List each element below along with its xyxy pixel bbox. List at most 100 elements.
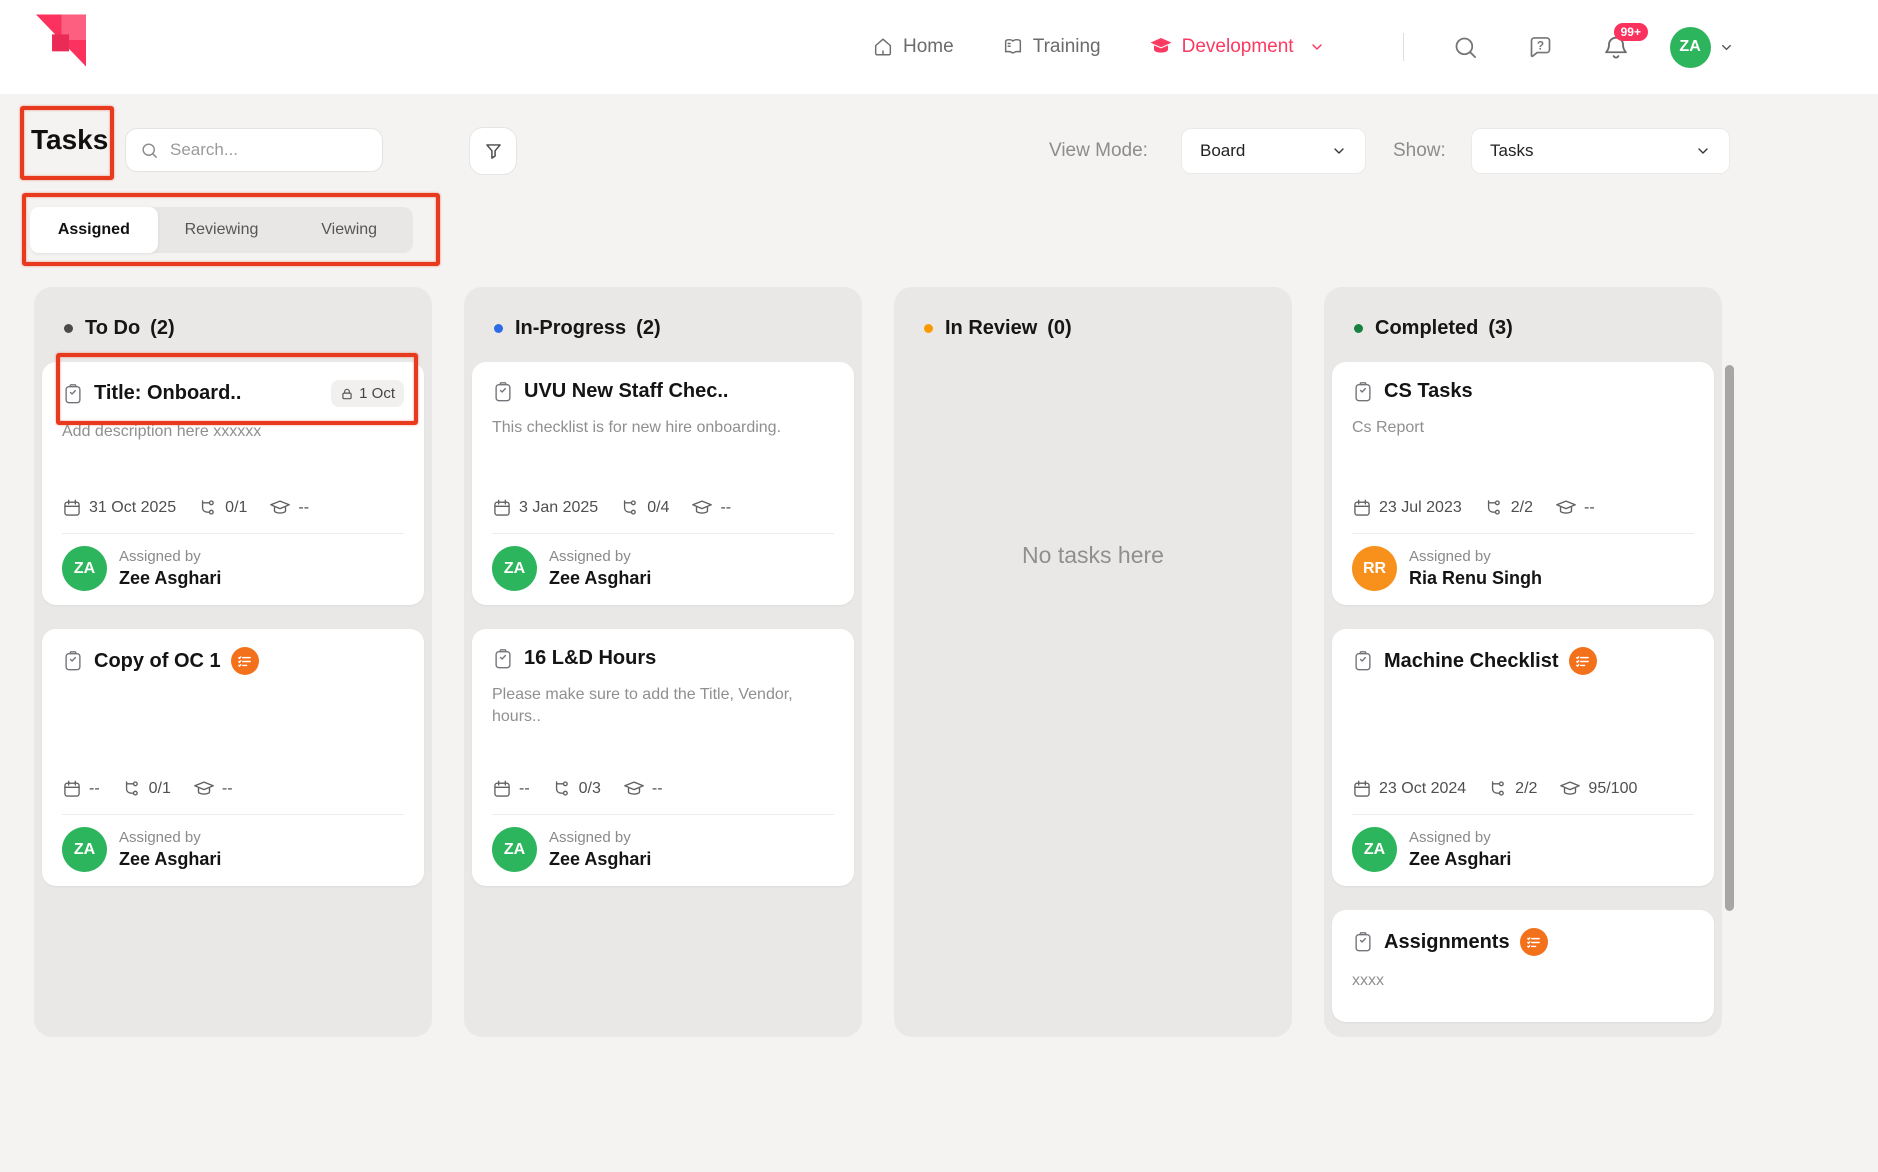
column-count: (2) [150, 317, 175, 339]
view-mode-value: Board [1200, 141, 1246, 160]
subtasks-icon [198, 498, 218, 518]
graduation-cap-icon [1555, 497, 1577, 519]
subtasks-count: 0/1 [225, 499, 248, 516]
subtasks-count: 0/3 [578, 780, 601, 797]
assignee-avatar: ZA [1352, 827, 1397, 872]
subtasks-count: 0/1 [148, 780, 171, 797]
calendar-icon [1352, 498, 1372, 518]
chevron-down-icon [1309, 39, 1325, 55]
assigned-by-label: Assigned by [549, 829, 631, 846]
app-logo[interactable] [36, 13, 86, 68]
status-dot [494, 324, 503, 333]
task-card[interactable]: Title: Onboard.. 1 Oct Add description h… [42, 353, 424, 605]
assignee-name: Zee Asghari [119, 568, 222, 588]
column-in-review: In Review (0) No tasks here [894, 287, 1292, 1037]
kanban-board: To Do (2) Title: Onboard.. 1 Oct [34, 287, 1722, 1037]
column-name: To Do [85, 317, 141, 339]
show-value: Tasks [1490, 141, 1534, 160]
nav-development-label: Development [1181, 36, 1294, 57]
assignee-name: Zee Asghari [549, 568, 652, 588]
due-date: 23 Jul 2023 [1379, 499, 1462, 516]
assignee-name: Ria Renu Singh [1409, 568, 1543, 588]
task-title: UVU New Staff Chec.. [524, 380, 729, 402]
assigned-by-label: Assigned by [119, 548, 201, 565]
assignee-name: Zee Asghari [549, 849, 652, 869]
search-icon [1452, 34, 1479, 61]
avatar-chevron-down-icon[interactable] [1719, 40, 1734, 55]
graduation-cap-icon [1149, 35, 1173, 59]
task-description: This checklist is for new hire onboardin… [492, 419, 782, 436]
chevron-down-icon [1331, 143, 1347, 159]
assigned-by-label: Assigned by [549, 548, 631, 565]
task-meta: -- 0/1 -- [62, 778, 404, 800]
score-value: -- [651, 780, 663, 797]
task-title: Machine Checklist [1384, 649, 1559, 672]
checklist-badge-icon [1519, 928, 1548, 956]
score-value: -- [1583, 499, 1595, 516]
nav-home[interactable]: Home [872, 36, 954, 58]
task-description: Add description here xxxxxx [62, 423, 262, 440]
checklist-badge-icon [1568, 647, 1597, 675]
task-card[interactable]: CS Tasks Cs Report 23 Jul 2023 2/2 -- RR [1332, 362, 1714, 605]
subtasks-count: 0/4 [647, 499, 670, 516]
nav-training[interactable]: Training [1002, 36, 1101, 58]
notifications-button[interactable]: 99+ [1602, 23, 1648, 61]
chevron-down-icon [1695, 143, 1711, 159]
task-title: Title: Onboard.. [94, 382, 242, 404]
status-dot [1354, 324, 1363, 333]
funnel-icon [483, 141, 504, 162]
score-value: -- [221, 780, 233, 797]
nav-development[interactable]: Development [1149, 35, 1325, 59]
graduation-cap-icon [193, 778, 215, 800]
help-button[interactable]: ? [1527, 34, 1554, 61]
task-card[interactable]: Machine Checklist 23 Oct 2024 2/2 95/100 [1332, 629, 1714, 886]
task-card[interactable]: Assignments xxxx [1332, 910, 1714, 1022]
assignee-avatar: ZA [492, 546, 537, 591]
score-value: -- [720, 499, 732, 516]
search-button[interactable] [1452, 34, 1479, 61]
tab-assigned[interactable]: Assigned [30, 207, 158, 253]
assignee-avatar: ZA [62, 546, 107, 591]
empty-column-message: No tasks here [1022, 542, 1164, 568]
due-date-text: 1 Oct [359, 385, 395, 402]
graduation-cap-icon [269, 497, 291, 519]
subtasks-count: 2/2 [1510, 499, 1533, 516]
checklist-badge-icon [230, 647, 259, 675]
filter-button[interactable] [469, 127, 517, 175]
task-card[interactable]: 16 L&D Hours Please make sure to add the… [472, 629, 854, 886]
subtasks-count: 2/2 [1515, 780, 1538, 797]
view-mode-select[interactable]: Board [1181, 128, 1366, 174]
task-card[interactable]: UVU New Staff Chec.. This checklist is f… [472, 362, 854, 605]
graduation-cap-icon [1559, 778, 1581, 800]
task-meta: 3 Jan 2025 0/4 -- [492, 497, 834, 519]
task-meta: -- 0/3 -- [492, 778, 834, 800]
column-name: In Review [945, 317, 1038, 339]
task-title: 16 L&D Hours [524, 647, 657, 669]
calendar-icon [62, 779, 82, 799]
assignee-avatar: ZA [62, 827, 107, 872]
home-icon [872, 36, 894, 58]
graduation-cap-icon [691, 497, 713, 519]
task-title: Copy of OC 1 [94, 649, 221, 672]
user-avatar[interactable]: ZA [1669, 26, 1711, 68]
view-mode-label: View Mode: [1049, 140, 1148, 161]
due-date: -- [89, 780, 100, 797]
column-scrollbar[interactable] [1725, 365, 1734, 911]
show-select[interactable]: Tasks [1471, 128, 1730, 174]
page-title: Tasks [31, 124, 109, 155]
task-card[interactable]: Copy of OC 1 -- 0/1 -- [42, 629, 424, 886]
calendar-icon [492, 779, 512, 799]
tab-viewing[interactable]: Viewing [321, 221, 378, 238]
due-date: 23 Oct 2024 [1379, 780, 1467, 797]
search-input[interactable] [168, 139, 368, 161]
column-count: (2) [636, 317, 661, 339]
search-icon [140, 141, 159, 160]
nav-home-label: Home [903, 36, 954, 57]
task-meta: 31 Oct 2025 0/1 -- [62, 497, 404, 519]
subtasks-icon [122, 779, 142, 799]
due-date-badge: 1 Oct [331, 380, 404, 407]
tab-reviewing[interactable]: Reviewing [184, 221, 259, 238]
assignee-name: Zee Asghari [1409, 849, 1512, 869]
svg-text:?: ? [1536, 38, 1543, 52]
column-header: To Do (2) [34, 287, 432, 362]
